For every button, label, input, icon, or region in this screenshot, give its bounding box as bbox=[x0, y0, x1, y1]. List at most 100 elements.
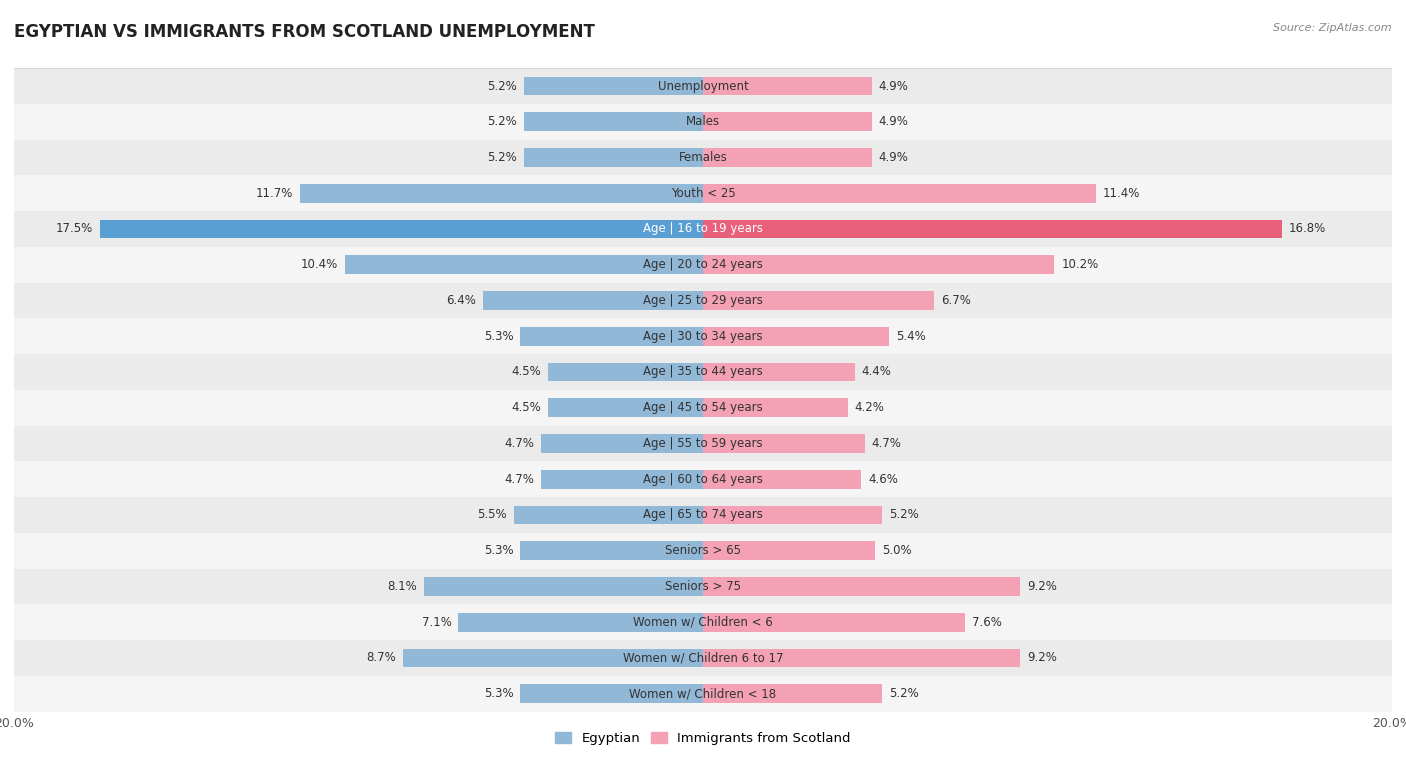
Text: Age | 16 to 19 years: Age | 16 to 19 years bbox=[643, 223, 763, 235]
Text: 6.7%: 6.7% bbox=[941, 294, 970, 307]
Bar bbox=[14, 176, 1392, 211]
Bar bbox=[703, 577, 1019, 596]
Bar bbox=[541, 470, 703, 488]
Text: Women w/ Children 6 to 17: Women w/ Children 6 to 17 bbox=[623, 652, 783, 665]
Text: Age | 55 to 59 years: Age | 55 to 59 years bbox=[643, 437, 763, 450]
Bar bbox=[703, 649, 1019, 667]
Text: 4.9%: 4.9% bbox=[879, 79, 908, 92]
Text: 5.3%: 5.3% bbox=[484, 330, 513, 343]
Text: Age | 30 to 34 years: Age | 30 to 34 years bbox=[643, 330, 763, 343]
Text: Unemployment: Unemployment bbox=[658, 79, 748, 92]
Text: 5.2%: 5.2% bbox=[488, 151, 517, 164]
Bar bbox=[703, 327, 889, 345]
Bar bbox=[482, 291, 703, 310]
Bar bbox=[14, 68, 1392, 104]
Text: 9.2%: 9.2% bbox=[1026, 652, 1057, 665]
Bar bbox=[524, 148, 703, 167]
Text: 11.4%: 11.4% bbox=[1102, 187, 1140, 200]
Bar bbox=[703, 684, 882, 703]
Bar bbox=[404, 649, 703, 667]
Text: 4.7%: 4.7% bbox=[505, 472, 534, 486]
Bar bbox=[14, 104, 1392, 139]
Text: 4.7%: 4.7% bbox=[872, 437, 901, 450]
Bar bbox=[703, 76, 872, 95]
Bar bbox=[703, 291, 934, 310]
Bar bbox=[703, 220, 1282, 238]
Text: 5.5%: 5.5% bbox=[477, 509, 506, 522]
Bar bbox=[14, 319, 1392, 354]
Text: Age | 65 to 74 years: Age | 65 to 74 years bbox=[643, 509, 763, 522]
Bar bbox=[520, 327, 703, 345]
Text: Source: ZipAtlas.com: Source: ZipAtlas.com bbox=[1274, 23, 1392, 33]
Bar bbox=[100, 220, 703, 238]
Bar bbox=[14, 640, 1392, 676]
Text: Women w/ Children < 18: Women w/ Children < 18 bbox=[630, 687, 776, 700]
Bar bbox=[425, 577, 703, 596]
Text: 16.8%: 16.8% bbox=[1289, 223, 1326, 235]
Bar bbox=[703, 363, 855, 382]
Bar bbox=[14, 139, 1392, 176]
Text: 5.3%: 5.3% bbox=[484, 687, 513, 700]
Text: 5.0%: 5.0% bbox=[882, 544, 911, 557]
Bar bbox=[703, 255, 1054, 274]
Bar bbox=[703, 541, 875, 560]
Text: 10.4%: 10.4% bbox=[301, 258, 337, 271]
Bar bbox=[703, 506, 882, 525]
Text: 8.7%: 8.7% bbox=[367, 652, 396, 665]
Text: 4.5%: 4.5% bbox=[512, 366, 541, 378]
Bar bbox=[14, 533, 1392, 569]
Text: 10.2%: 10.2% bbox=[1062, 258, 1098, 271]
Text: Women w/ Children < 6: Women w/ Children < 6 bbox=[633, 615, 773, 629]
Text: 9.2%: 9.2% bbox=[1026, 580, 1057, 593]
Text: 5.2%: 5.2% bbox=[889, 687, 918, 700]
Bar bbox=[458, 613, 703, 631]
Bar bbox=[703, 613, 965, 631]
Text: 4.7%: 4.7% bbox=[505, 437, 534, 450]
Bar bbox=[344, 255, 703, 274]
Text: Age | 45 to 54 years: Age | 45 to 54 years bbox=[643, 401, 763, 414]
Bar bbox=[14, 425, 1392, 461]
Bar bbox=[703, 398, 848, 417]
Bar bbox=[14, 390, 1392, 425]
Text: 11.7%: 11.7% bbox=[256, 187, 292, 200]
Text: 4.9%: 4.9% bbox=[879, 151, 908, 164]
Bar bbox=[14, 211, 1392, 247]
Text: Age | 35 to 44 years: Age | 35 to 44 years bbox=[643, 366, 763, 378]
Text: 4.4%: 4.4% bbox=[862, 366, 891, 378]
Text: 17.5%: 17.5% bbox=[56, 223, 93, 235]
Text: 4.2%: 4.2% bbox=[855, 401, 884, 414]
Bar bbox=[14, 676, 1392, 712]
Text: 4.9%: 4.9% bbox=[879, 115, 908, 128]
Text: 4.5%: 4.5% bbox=[512, 401, 541, 414]
Text: 5.4%: 5.4% bbox=[896, 330, 925, 343]
Bar bbox=[14, 247, 1392, 282]
Bar bbox=[703, 470, 862, 488]
Bar bbox=[524, 113, 703, 131]
Text: 7.6%: 7.6% bbox=[972, 615, 1001, 629]
Text: Seniors > 75: Seniors > 75 bbox=[665, 580, 741, 593]
Bar bbox=[14, 569, 1392, 604]
Text: 7.1%: 7.1% bbox=[422, 615, 451, 629]
Bar bbox=[513, 506, 703, 525]
Text: 5.3%: 5.3% bbox=[484, 544, 513, 557]
Text: Males: Males bbox=[686, 115, 720, 128]
Bar bbox=[548, 363, 703, 382]
Bar bbox=[548, 398, 703, 417]
Bar bbox=[520, 541, 703, 560]
Bar bbox=[541, 435, 703, 453]
Bar bbox=[703, 148, 872, 167]
Bar bbox=[703, 184, 1095, 203]
Text: Females: Females bbox=[679, 151, 727, 164]
Text: 8.1%: 8.1% bbox=[387, 580, 418, 593]
Text: Youth < 25: Youth < 25 bbox=[671, 187, 735, 200]
Bar bbox=[299, 184, 703, 203]
Text: Seniors > 65: Seniors > 65 bbox=[665, 544, 741, 557]
Bar bbox=[14, 354, 1392, 390]
Bar bbox=[14, 282, 1392, 319]
Text: 5.2%: 5.2% bbox=[889, 509, 918, 522]
Text: EGYPTIAN VS IMMIGRANTS FROM SCOTLAND UNEMPLOYMENT: EGYPTIAN VS IMMIGRANTS FROM SCOTLAND UNE… bbox=[14, 23, 595, 41]
Text: 5.2%: 5.2% bbox=[488, 115, 517, 128]
Text: Age | 60 to 64 years: Age | 60 to 64 years bbox=[643, 472, 763, 486]
Bar bbox=[524, 76, 703, 95]
Text: Age | 25 to 29 years: Age | 25 to 29 years bbox=[643, 294, 763, 307]
